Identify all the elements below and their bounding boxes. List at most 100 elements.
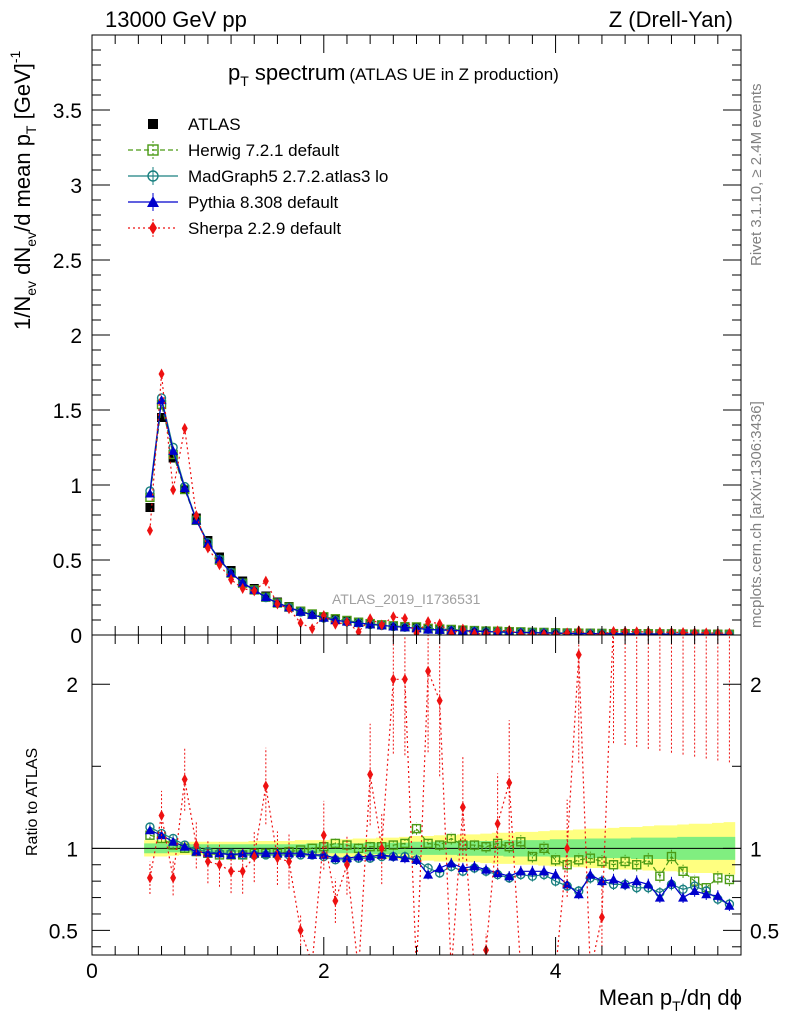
data-point (309, 623, 316, 635)
data-point (239, 583, 246, 595)
series-main-sherpa-2-2-9-default (146, 368, 733, 635)
data-point (170, 484, 177, 496)
data-point (158, 810, 165, 822)
data-point (518, 966, 524, 977)
y-tick-label-main: 2 (70, 325, 82, 348)
data-point (643, 855, 653, 865)
data-point (655, 871, 665, 881)
data-point (538, 866, 549, 876)
data-point (541, 966, 547, 977)
ratio-plot-area (92, 613, 741, 977)
data-point (527, 866, 538, 876)
series-ratio-sherpa-2-2-9-default (146, 613, 730, 977)
data-point (516, 837, 526, 847)
x-tick-label: 0 (86, 960, 98, 983)
data-point (286, 855, 293, 867)
data-point (260, 592, 271, 602)
data-point (481, 864, 492, 874)
data-point (170, 872, 177, 884)
data-point (274, 598, 281, 610)
data-point (411, 823, 422, 834)
data-point (597, 856, 607, 867)
data-point (399, 853, 410, 863)
data-point (144, 825, 155, 835)
data-point (436, 695, 443, 707)
data-point (448, 966, 454, 977)
data-point (620, 856, 630, 867)
data-point (506, 777, 513, 789)
y-tick-label-main: 3.5 (53, 100, 82, 123)
legend-label: ATLAS (188, 115, 241, 134)
data-point (596, 876, 607, 886)
data-point (204, 542, 211, 554)
y-tick-label-ratio-right: 0.5 (750, 920, 779, 943)
data-point (193, 839, 200, 851)
data-point (204, 855, 211, 867)
data-point (712, 890, 723, 900)
data-point (633, 626, 640, 635)
y-tick-label-ratio-left: 1 (66, 838, 78, 861)
data-point (425, 616, 432, 628)
data-point (425, 665, 432, 677)
data-point (423, 838, 433, 849)
legend: ATLAS Herwig 7.2.1 default MadGraph5 2.7.2… (128, 115, 388, 238)
legend-label: Herwig 7.2.1 default (188, 141, 339, 160)
data-point (587, 966, 593, 977)
legend-entry: Sherpa 2.2.9 default (128, 219, 341, 238)
data-point (564, 627, 571, 635)
data-point (587, 629, 594, 635)
data-point (214, 554, 225, 564)
side-text-top: Rivet 3.1.10, ≥ 2.4M events (748, 84, 765, 267)
data-point (228, 865, 235, 877)
data-point (622, 613, 628, 624)
data-point (320, 610, 327, 622)
legend-label: Sherpa 2.2.9 default (188, 219, 341, 238)
y-tick-label-main: 0 (70, 625, 82, 648)
legend-marker (149, 221, 157, 235)
data-point (332, 895, 339, 907)
data-point (251, 851, 258, 863)
data-point (216, 559, 223, 571)
data-point (239, 865, 246, 877)
legend-marker (148, 119, 158, 129)
data-point (367, 768, 374, 780)
y-axis-label-main: 1/Nev dNev/d mean pT [GeV]-1 (7, 50, 39, 330)
data-point (226, 568, 237, 578)
data-point (297, 617, 304, 629)
data-point (320, 829, 327, 841)
header-left: 13000 GeV pp (105, 7, 247, 32)
analysis-watermark: ATLAS_2019_I1736531 (332, 591, 481, 607)
atlas-point (145, 503, 155, 512)
data-point (657, 613, 663, 624)
data-point (680, 613, 686, 624)
data-point (585, 869, 596, 879)
y-tick-label-ratio-left: 2 (66, 674, 78, 697)
data-point (414, 966, 420, 977)
data-point (575, 649, 582, 661)
side-text-bottom: mcplots.cern.ch [arXiv:1306:3436] (748, 401, 765, 628)
data-point (214, 848, 225, 858)
data-point (262, 575, 269, 587)
data-point (365, 851, 376, 861)
data-point (564, 842, 571, 854)
legend-entry: Pythia 8.308 default (128, 193, 339, 212)
data-point (181, 773, 188, 785)
data-point (297, 924, 304, 936)
data-point (216, 859, 223, 871)
data-point (494, 818, 501, 830)
data-point (703, 613, 709, 624)
data-point (423, 869, 434, 879)
data-point (378, 619, 385, 631)
data-point (202, 848, 213, 858)
data-point (388, 851, 399, 861)
y-tick-label-main: 1 (70, 475, 82, 498)
atlas-point (157, 413, 167, 422)
data-point (330, 838, 341, 849)
axis-tick-labels: 0 2 4 0 0.5 1 1.5 2 2.5 3 3.5 0.5 0.5 1 1 2 2 (49, 100, 779, 983)
data-point (689, 886, 700, 895)
data-point (179, 841, 190, 851)
data-point (608, 860, 619, 870)
data-point (434, 863, 445, 873)
data-point (388, 621, 399, 631)
